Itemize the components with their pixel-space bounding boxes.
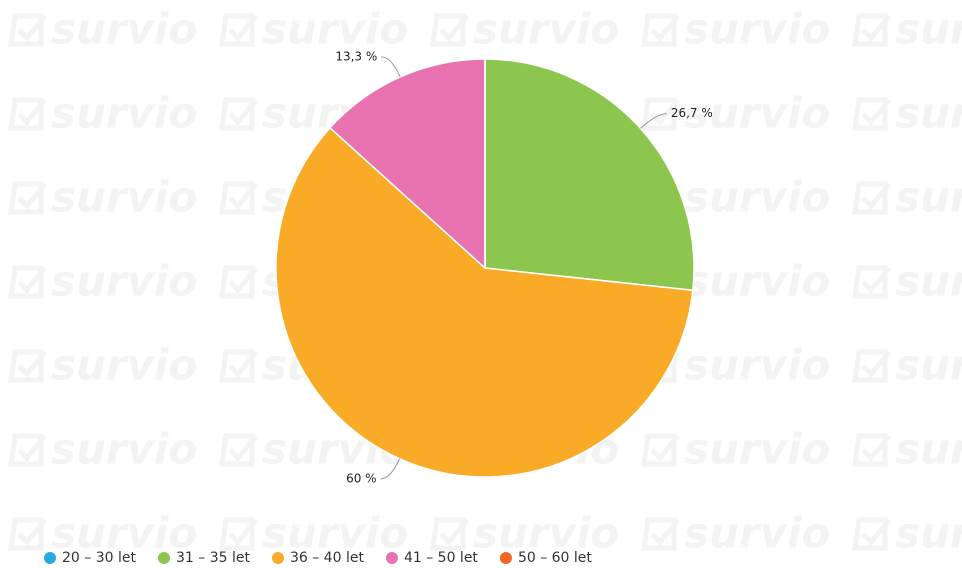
- watermark-check: [852, 13, 891, 47]
- legend-marker: [44, 552, 56, 564]
- watermark-text: survio: [895, 341, 962, 390]
- watermark-check: [852, 433, 891, 467]
- watermark-text: survio: [684, 509, 830, 558]
- legend-label: 36 – 40 let: [290, 550, 364, 566]
- watermark-check: [8, 433, 47, 467]
- watermark-check: [852, 265, 891, 299]
- watermark-text: survio: [684, 341, 830, 390]
- watermark-check: [8, 349, 47, 383]
- watermark-text: survio: [262, 509, 408, 558]
- watermark-text: survio: [895, 89, 962, 138]
- watermark-text: survio: [684, 5, 830, 54]
- label-connector: [381, 56, 401, 78]
- watermark-text: survio: [51, 425, 197, 474]
- watermark-text: survio: [684, 173, 830, 222]
- watermark-text: survio: [895, 257, 962, 306]
- watermark-text: survio: [895, 425, 962, 474]
- data-label: 13,3 %: [335, 49, 377, 63]
- legend-label: 50 – 60 let: [518, 550, 592, 566]
- watermark-check: [8, 181, 47, 215]
- watermark-text: survio: [473, 509, 619, 558]
- watermark-check: [219, 97, 258, 131]
- legend: 20 – 30 let 31 – 35 let 36 – 40 let 41 – 50…: [44, 550, 592, 566]
- label-connector: [380, 458, 401, 480]
- watermark-text: survio: [51, 5, 197, 54]
- watermark-check: [219, 433, 258, 467]
- watermark-text: survio: [895, 5, 962, 54]
- watermark-check: [219, 349, 258, 383]
- legend-marker: [157, 552, 170, 564]
- watermark-text: survio: [262, 5, 408, 54]
- watermark-text: survio: [473, 5, 619, 54]
- watermark-text: survio: [51, 89, 197, 138]
- watermark-check: [219, 517, 258, 551]
- watermark-text: survio: [51, 341, 197, 390]
- pie-slice: [328, 58, 486, 270]
- data-label: 60 %: [346, 471, 377, 485]
- watermark-check: [852, 517, 891, 551]
- watermark-text: survio: [51, 257, 197, 306]
- watermark-check: [641, 517, 680, 551]
- data-labels: 26,7 % 60 % 13,3 %: [335, 49, 712, 485]
- label-connector: [640, 113, 667, 129]
- watermark-check: [8, 265, 47, 299]
- watermark-check: [852, 181, 891, 215]
- watermark-text: survio: [51, 173, 197, 222]
- legend-label: 20 – 30 let: [62, 550, 136, 566]
- watermark-check: [641, 433, 680, 467]
- data-label: 26,7 %: [671, 106, 713, 120]
- watermark-check: [219, 181, 258, 215]
- watermark-text: survio: [895, 173, 962, 222]
- watermark-check: [430, 13, 469, 47]
- watermark-text: survio: [684, 425, 830, 474]
- watermark-check: [8, 97, 47, 131]
- pie-slice: [484, 58, 695, 292]
- legend-marker: [385, 552, 398, 564]
- watermark-text: survio: [51, 509, 197, 558]
- watermark-text: survio: [684, 89, 830, 138]
- pie: [275, 58, 695, 478]
- watermark-text: survio: [895, 509, 962, 558]
- legend-marker: [271, 552, 284, 564]
- watermark-check: [430, 517, 469, 551]
- legend-label: 31 – 35 let: [176, 550, 250, 566]
- watermark-check: [641, 13, 680, 47]
- watermark-check: [641, 97, 680, 131]
- watermark-check: [852, 97, 891, 131]
- watermark-text: survio: [684, 257, 830, 306]
- watermark-check: [219, 13, 258, 47]
- watermark-check: [8, 13, 47, 47]
- watermark-check: [852, 349, 891, 383]
- watermark-check: [8, 517, 47, 551]
- legend-marker: [499, 552, 512, 564]
- legend-label: 41 – 50 let: [404, 550, 478, 566]
- watermark-check: [219, 265, 258, 299]
